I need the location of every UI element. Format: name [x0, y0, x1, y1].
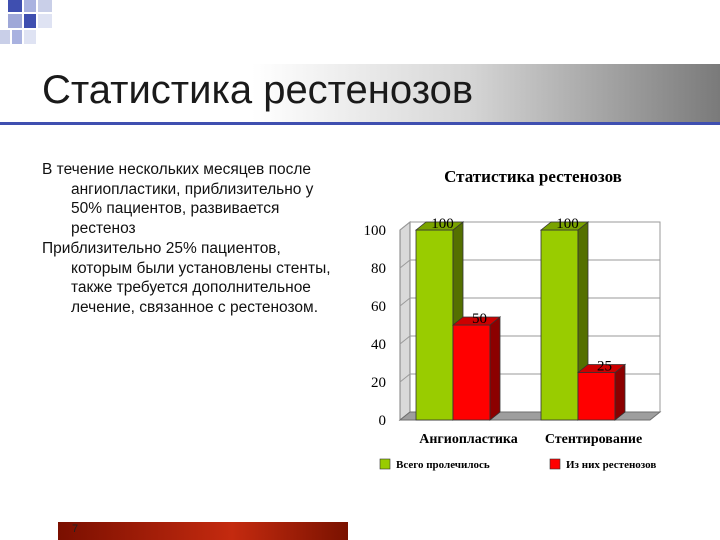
decor-square — [8, 14, 22, 28]
bar-side — [614, 363, 626, 421]
y-tick-label: 20 — [371, 375, 386, 391]
chart-title: Статистика рестенозов — [444, 167, 622, 186]
decor-square — [38, 0, 52, 12]
bar — [452, 324, 491, 421]
y-tick-label: 60 — [371, 299, 386, 315]
bar-side — [489, 316, 501, 421]
decor-square — [0, 30, 10, 44]
slide-title: Статистика рестенозов — [42, 68, 474, 112]
decor-square — [24, 30, 36, 44]
decor-square — [12, 30, 22, 44]
bar-top — [451, 316, 502, 326]
x-category-label: Стентирование — [545, 432, 642, 447]
restenosis-chart: Статистика рестенозов 0 20 40 60 80 100 100 50 А… — [364, 167, 662, 471]
y-tick-label: 0 — [379, 413, 387, 429]
y-tick-label: 40 — [371, 337, 386, 353]
y-tick-label: 100 — [364, 223, 387, 239]
title-band — [0, 64, 720, 124]
y-tick-label: 80 — [371, 261, 386, 277]
bullet-list: В течение нескольких месяцев после ангио… — [42, 160, 342, 318]
decor-square — [38, 14, 52, 28]
bullet-item: Приблизительно 25% пациентов, которым бы… — [42, 240, 331, 316]
chart-side-wall — [399, 220, 411, 422]
legend-swatch — [379, 458, 391, 470]
bar-top — [576, 364, 627, 373]
legend-label: Из них рестенозов — [566, 459, 656, 471]
bar-top — [539, 221, 590, 231]
data-label: 100 — [431, 216, 454, 232]
legend-label: Всего пролечилось — [396, 459, 490, 471]
footer-bar — [58, 522, 348, 540]
bar — [540, 229, 579, 421]
decor-square — [24, 14, 36, 28]
bar — [415, 229, 454, 421]
data-label: 50 — [472, 311, 487, 327]
data-label: 100 — [556, 216, 579, 232]
bar-top — [414, 221, 465, 231]
page-number: 7 — [72, 523, 79, 535]
title-underline — [0, 122, 720, 125]
legend-swatch — [549, 458, 561, 470]
decor-square — [8, 0, 22, 12]
x-category-label: Ангиопластика — [419, 432, 518, 447]
bullet-item: В течение нескольких месяцев после ангио… — [42, 161, 314, 237]
data-label: 25 — [597, 359, 612, 375]
bar — [577, 372, 616, 421]
decor-square — [24, 0, 36, 12]
